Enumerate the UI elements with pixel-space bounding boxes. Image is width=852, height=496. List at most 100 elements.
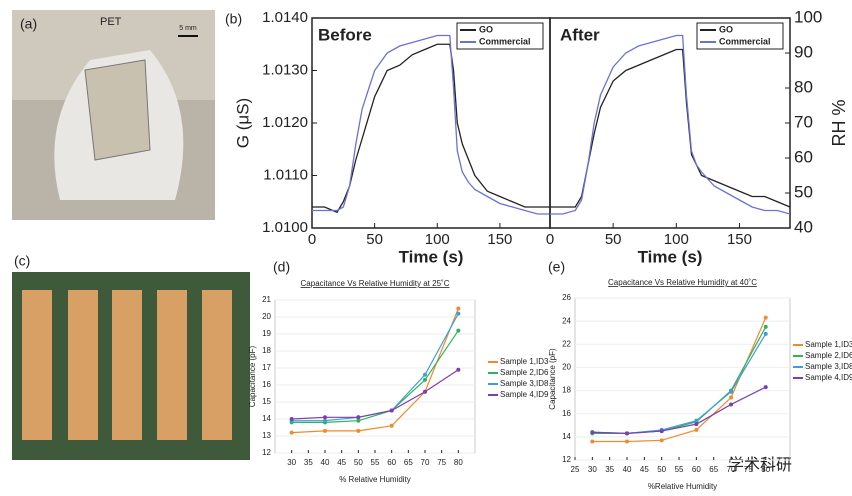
- panel-label: (c): [14, 253, 30, 269]
- x-tick-label: 60: [387, 458, 396, 467]
- film: [84, 59, 151, 161]
- marker: [763, 385, 768, 390]
- panel-label: (e): [548, 259, 565, 275]
- x-tick-label: 70: [421, 458, 430, 467]
- y-tick-label: 17: [262, 363, 271, 372]
- panel-label: (d): [273, 259, 290, 275]
- series-line: [592, 333, 767, 434]
- marker: [323, 418, 327, 423]
- x-tick-label: 55: [371, 458, 380, 467]
- y-tick-label: 22: [562, 339, 571, 348]
- marker: [625, 431, 630, 436]
- x-tick-label: 0: [546, 231, 554, 248]
- x-tick-label: 100: [425, 231, 450, 248]
- y-tick-label: 15: [262, 397, 271, 406]
- legend-label: GO: [719, 24, 733, 34]
- legend-frame: [696, 22, 784, 50]
- annotation: After: [560, 25, 600, 44]
- y-tick-label: 19: [262, 329, 271, 338]
- legend-label: Sample 2,ID6: [500, 368, 549, 377]
- marker: [694, 422, 699, 427]
- x-tick-label: 40: [321, 458, 330, 467]
- marker: [659, 438, 664, 443]
- x-tick-label: 35: [304, 458, 313, 467]
- x-tick-label: 75: [437, 458, 446, 467]
- y-tick-label: 13: [262, 431, 271, 440]
- y-tick-label: 18: [262, 346, 271, 355]
- y-tick-label: 1.0130: [262, 61, 308, 78]
- y-tick-label: 12: [262, 448, 271, 457]
- y2-tick-label: 80: [794, 77, 813, 96]
- series-line: [592, 326, 767, 434]
- panel-label: (a): [20, 16, 37, 32]
- y-tick-label: 20: [262, 312, 271, 321]
- y-tick-label: 21: [262, 295, 271, 304]
- x-tick-label: 30: [588, 465, 597, 474]
- x-tick-label: 65: [404, 458, 413, 467]
- x-tick-label: 25: [571, 465, 580, 474]
- series-line: [550, 48, 791, 208]
- legend-label: Sample 4,ID9: [500, 390, 549, 399]
- marker: [356, 418, 361, 423]
- marker: [659, 429, 664, 434]
- plot-frame: [274, 299, 476, 454]
- series-line: [291, 330, 459, 423]
- annotation: Before: [318, 25, 372, 44]
- y2-axis-label: RH %: [829, 99, 849, 146]
- legend-label: GO: [479, 24, 493, 34]
- x-tick-label: 50: [354, 458, 363, 467]
- y-tick-label: 24: [562, 316, 571, 325]
- marker: [456, 306, 461, 311]
- y-tick-label: 1.0110: [263, 166, 308, 183]
- series-line: [550, 34, 791, 215]
- chart-title: Capacitance Vs Relative Humidity at 25˚C: [301, 279, 450, 288]
- y-tick-label: 20: [562, 363, 571, 372]
- marker: [389, 408, 394, 413]
- x-tick-label: 100: [664, 231, 689, 248]
- x-tick-label: 65: [709, 465, 718, 474]
- x-tick-label: 80: [454, 458, 463, 467]
- series-line: [592, 386, 766, 434]
- y-axis-label: G (μS): [233, 98, 252, 148]
- y2-tick-label: 50: [794, 182, 813, 201]
- x-tick-label: 150: [727, 231, 752, 248]
- marker: [423, 372, 427, 377]
- marker: [456, 367, 461, 372]
- legend-label: Commercial: [479, 36, 531, 46]
- panel-label: (b): [225, 11, 242, 27]
- legend-label: Sample 4,ID9: [805, 373, 852, 382]
- legend-label: Sample 2,ID6: [805, 351, 852, 360]
- marker: [763, 331, 768, 336]
- marker: [356, 428, 361, 433]
- y2-tick-label: 70: [794, 112, 813, 131]
- sensors: [22, 290, 232, 440]
- marker: [763, 315, 768, 320]
- y-tick-label: 16: [262, 380, 271, 389]
- marker: [590, 439, 595, 444]
- x-tick-label: 0: [308, 231, 316, 248]
- marker: [694, 427, 699, 432]
- y2-tick-label: 40: [794, 217, 813, 236]
- photo-text: PET: [100, 16, 122, 28]
- marker: [423, 377, 427, 382]
- x-axis-label: % Relative Humidity: [339, 475, 411, 484]
- watermark: 学术科研: [728, 456, 792, 474]
- marker: [423, 389, 427, 394]
- marker: [323, 415, 327, 420]
- y-tick-label: 1.0140: [262, 9, 308, 26]
- y2-tick-label: 60: [794, 147, 813, 166]
- marker: [729, 402, 734, 407]
- marker: [456, 311, 461, 316]
- marker: [729, 389, 734, 394]
- series-line: [291, 369, 459, 420]
- series-line: [312, 34, 550, 215]
- plot-frame: [574, 297, 791, 461]
- marker: [289, 417, 294, 421]
- x-tick-label: 55: [675, 465, 684, 474]
- legend-label: Sample 1,ID3: [805, 340, 852, 349]
- y-tick-label: 14: [562, 432, 571, 441]
- y-tick-label: 26: [562, 293, 571, 302]
- marker: [323, 428, 327, 433]
- legend-label: Sample 3,ID8: [805, 362, 852, 371]
